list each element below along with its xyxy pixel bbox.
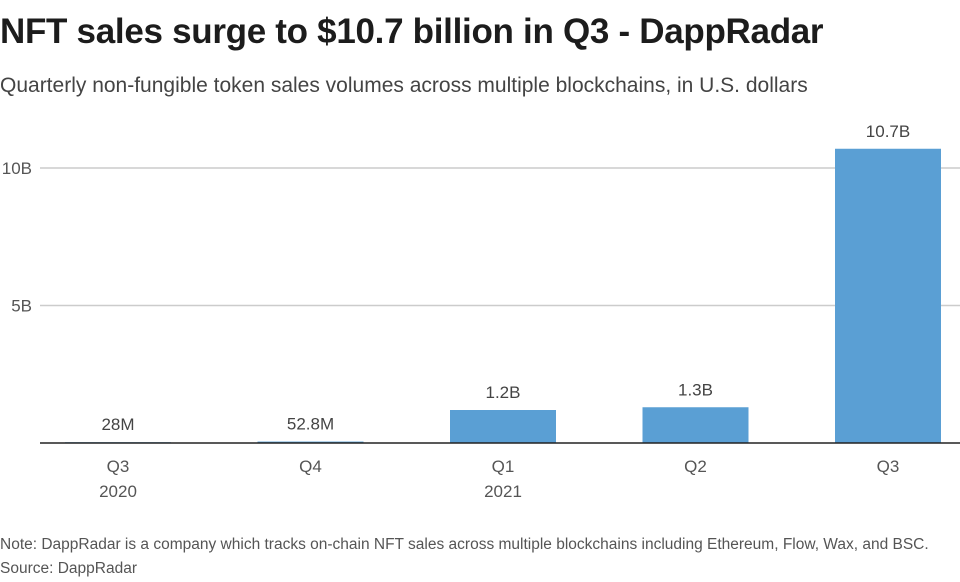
x-tick-label: Q1 [492, 457, 515, 476]
y-tick-label: 10B [2, 159, 32, 178]
chart-subtitle: Quarterly non-fungible token sales volum… [0, 74, 808, 97]
y-tick-label: 5B [11, 297, 32, 316]
bars [65, 148, 941, 443]
x-year-label: 2020 [99, 482, 137, 501]
data-label: 1.2B [486, 383, 521, 402]
x-year-label: 2021 [484, 482, 522, 501]
source-credit: Source: DappRadar [0, 560, 137, 577]
bar-4 [835, 148, 941, 443]
labels: 5B 10B 28M Q3 2020 52.8M Q4 1.2B Q1 2021 1.3B Q2 10.… [2, 122, 910, 501]
x-tick-label: Q3 [877, 457, 900, 476]
footnote: Note: DappRadar is a company which track… [0, 536, 929, 553]
x-tick-label: Q2 [684, 457, 707, 476]
x-tick-label: Q4 [299, 457, 322, 476]
data-label: 10.7B [866, 122, 910, 141]
gridlines [40, 167, 960, 307]
chart-title: NFT sales surge to $10.7 billion in Q3 -… [0, 12, 824, 51]
data-label: 28M [101, 415, 134, 434]
x-tick-label: Q3 [107, 457, 130, 476]
data-label: 1.3B [678, 380, 713, 399]
bar-3 [642, 407, 749, 443]
data-label: 52.8M [287, 415, 334, 434]
bar-2 [450, 410, 556, 443]
